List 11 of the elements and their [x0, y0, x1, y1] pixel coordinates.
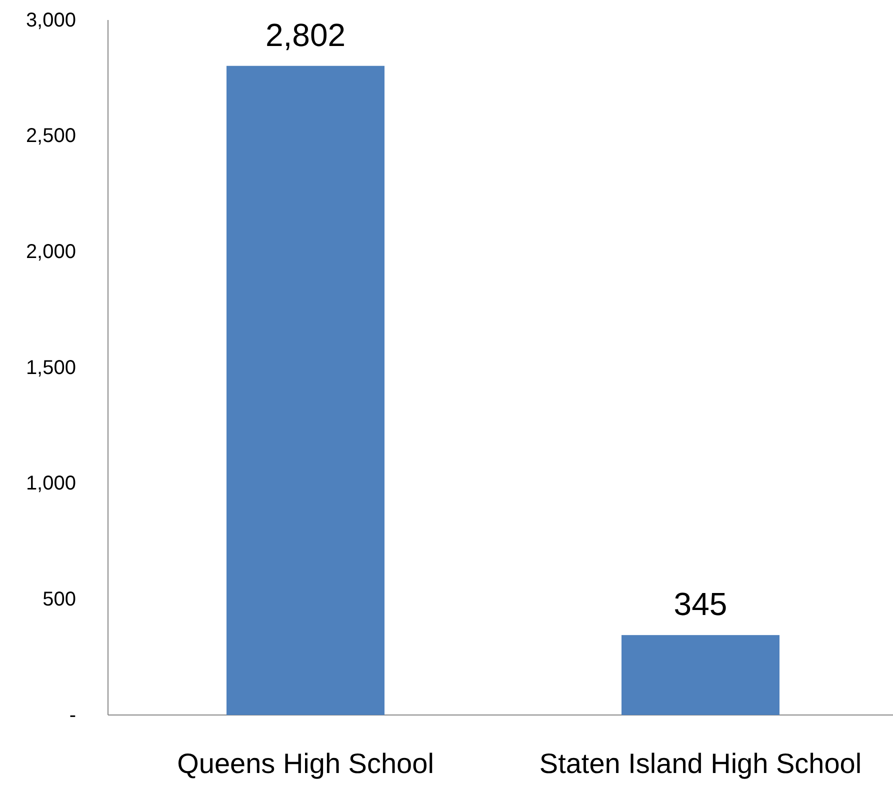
y-tick-label: 1,000 — [26, 472, 76, 495]
y-tick-label: 2,000 — [26, 241, 76, 264]
data-label: 2,802 — [265, 16, 346, 53]
y-tick-label: 3,000 — [26, 9, 76, 32]
x-tick-label: Staten Island High School — [539, 748, 862, 779]
data-label: 345 — [674, 586, 728, 622]
y-tick-label: - — [69, 704, 76, 726]
x-tick-label: Queens High School — [177, 748, 434, 779]
y-tick-label: 500 — [42, 588, 76, 611]
y-tick-label: 1,500 — [26, 356, 76, 379]
y-tick-label: 2,500 — [26, 125, 76, 148]
